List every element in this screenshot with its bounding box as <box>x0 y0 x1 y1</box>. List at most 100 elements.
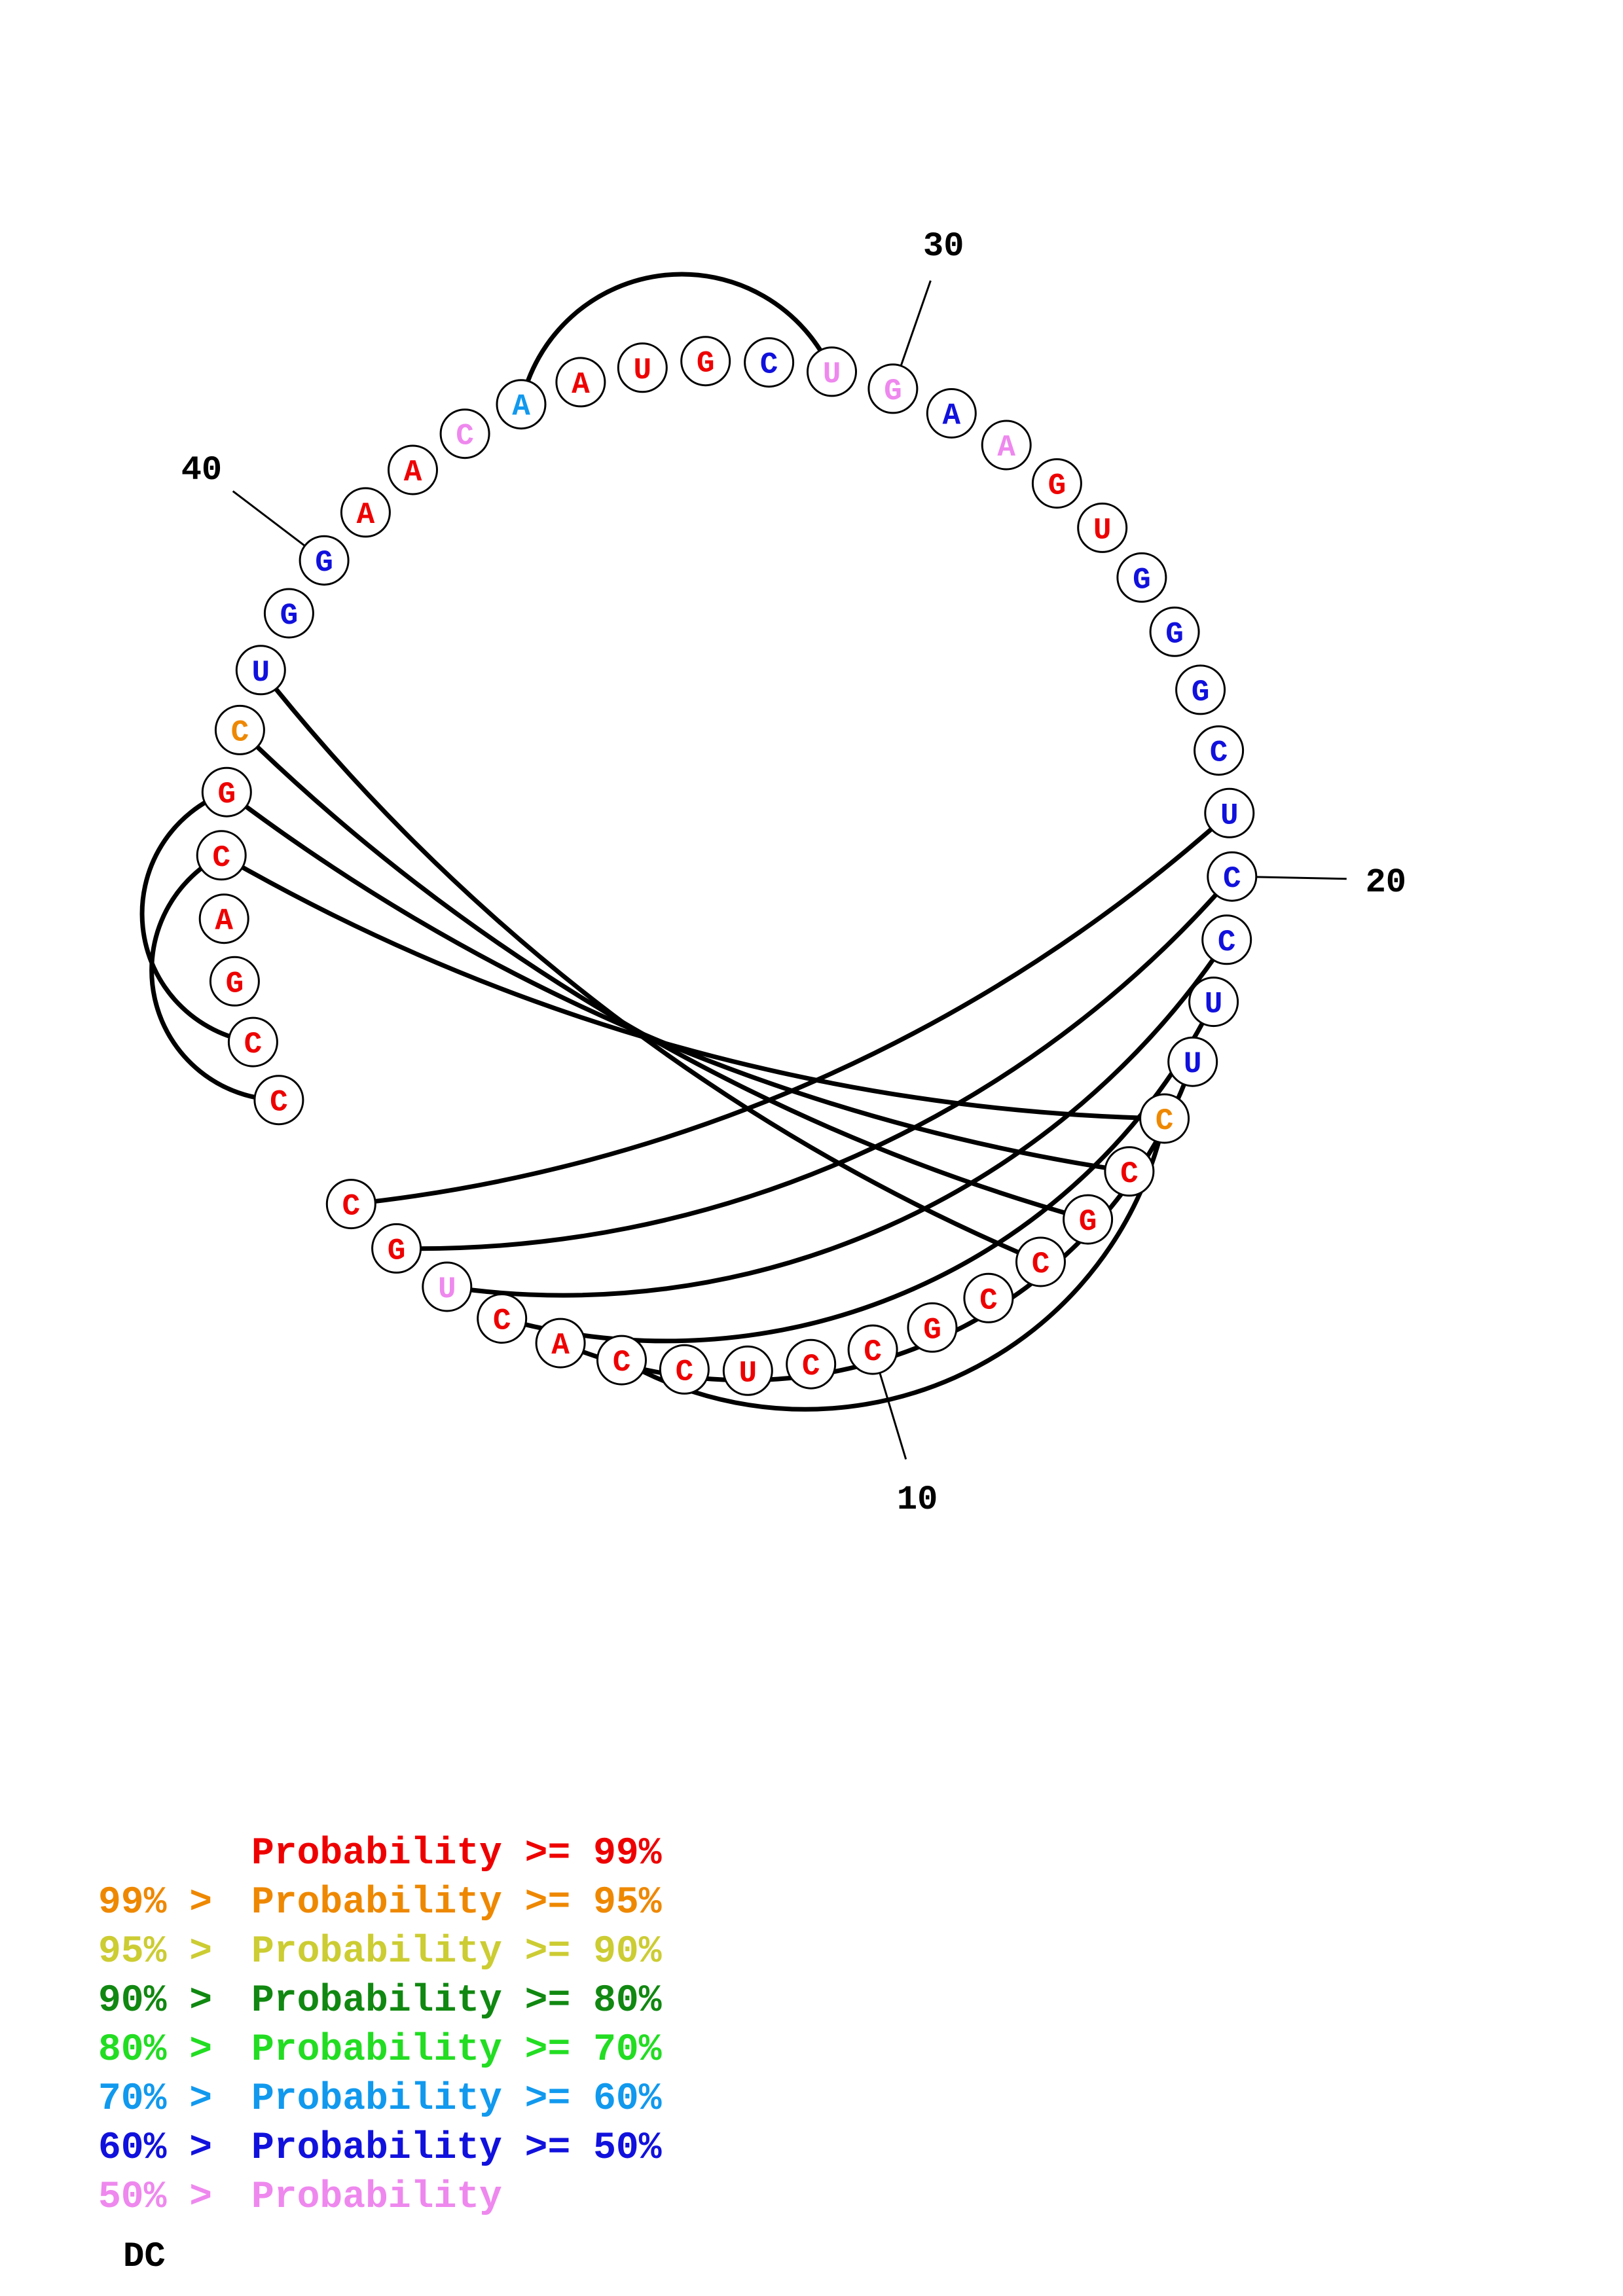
nucleotide-letter: C <box>1032 1247 1050 1282</box>
nucleotide-circle <box>963 1272 1014 1323</box>
nucleotide: G <box>907 1302 958 1353</box>
base-pair-arc <box>220 853 1165 1121</box>
position-label: 20 <box>1366 863 1406 902</box>
nucleotide-letter: G <box>226 967 244 1001</box>
nucleotide: C <box>227 1016 278 1067</box>
nucleotide-letter: G <box>388 1234 406 1268</box>
nucleotide: U <box>235 645 286 696</box>
position-tick <box>1256 876 1347 880</box>
legend-prefix: 90% > <box>98 1980 235 2022</box>
nucleotide-letter: A <box>942 399 960 433</box>
nucleotide: G <box>201 766 252 817</box>
nucleotide-circle <box>807 346 857 397</box>
base-pair-arc <box>225 790 1130 1174</box>
nucleotide-circle <box>847 1324 898 1375</box>
legend-entry: 60% > Probability >= 50% <box>98 2130 662 2168</box>
nucleotide-letter: G <box>280 599 299 633</box>
nucleotide: C <box>1104 1146 1155 1197</box>
legend-prefix: 50% > <box>98 2176 235 2219</box>
legend-text: Probability <box>251 2176 502 2219</box>
nucleotide-circle <box>422 1261 473 1312</box>
nucleotide-circle <box>214 704 265 755</box>
nucleotide-letter: U <box>1220 798 1239 833</box>
nucleotide-circle <box>1077 502 1128 553</box>
nucleotide-letter: G <box>697 347 715 381</box>
base-pair-arc <box>259 668 1042 1265</box>
legend-entry: 50% > Probability <box>98 2179 502 2217</box>
nucleotide-circle <box>1201 914 1252 965</box>
nucleotide-circle <box>926 388 977 439</box>
nucleotide-circle <box>659 1344 710 1395</box>
nucleotide-letter: G <box>1079 1205 1097 1239</box>
nucleotide-circle <box>201 766 252 817</box>
nucleotide: C <box>1139 1093 1190 1144</box>
nucleotide: A <box>388 444 438 495</box>
position-label: 40 <box>181 451 222 490</box>
nucleotide-circle <box>371 1223 422 1274</box>
position-tick <box>232 490 306 547</box>
nucleotide-letter: C <box>1120 1157 1139 1191</box>
nucleotide-circle <box>1015 1236 1066 1287</box>
nucleotide: A <box>340 487 391 538</box>
legend-entry: 70% > Probability >= 60% <box>98 2081 662 2119</box>
base-pair-arc <box>519 272 834 405</box>
nucleotide: G <box>209 956 260 1007</box>
nucleotide-circle <box>1175 664 1226 715</box>
nucleotide-letter: A <box>551 1329 570 1363</box>
legend-text: Probability >= 50% <box>251 2127 662 2170</box>
nucleotide-letter: G <box>217 778 236 812</box>
nucleotide-letter: G <box>923 1313 941 1347</box>
nucleotide: A <box>198 893 249 944</box>
nucleotide: G <box>1116 552 1167 603</box>
nucleotide-letter: C <box>1156 1104 1174 1138</box>
nucleotide-circle <box>198 893 249 944</box>
base-pair-arc <box>350 811 1231 1207</box>
nucleotide-circle <box>1194 725 1245 776</box>
nucleotide-letter: A <box>572 368 590 402</box>
nucleotide-letter: C <box>493 1304 511 1338</box>
nucleotide: C <box>477 1293 528 1344</box>
legend-text: Probability >= 95% <box>251 1882 662 1924</box>
legend-prefix: 95% > <box>98 1931 235 1973</box>
nucleotide: C <box>196 830 247 881</box>
nucleotide-letter: C <box>1218 925 1236 960</box>
base-pair-arc <box>396 874 1234 1251</box>
nucleotide-letter: C <box>613 1346 631 1380</box>
nucleotide: U <box>1077 502 1128 553</box>
nucleotide-circle <box>196 830 247 881</box>
position-ticks: 10 20 30 40 <box>181 227 1406 1519</box>
nucleotide-circle <box>1116 552 1167 603</box>
nucleotide-letter: G <box>1192 675 1210 709</box>
nucleotide-letter: C <box>212 841 230 875</box>
nucleotide: U <box>1167 1036 1218 1087</box>
nucleotide: A <box>926 388 977 439</box>
base-pair-arc <box>238 728 1089 1222</box>
nucleotide-letter: U <box>1205 988 1223 1022</box>
base-pair-arc <box>139 789 253 1045</box>
nucleotide-circle <box>227 1016 278 1067</box>
nucleotide-circle <box>555 357 606 408</box>
nucleotide-circle <box>209 956 260 1007</box>
nucleotide-circle <box>388 444 438 495</box>
nucleotide-letter: A <box>215 905 233 939</box>
nucleotide-circle <box>680 336 731 387</box>
nucleotide-letter: U <box>633 353 651 387</box>
nucleotide-circle <box>744 337 795 388</box>
nucleotide: C <box>253 1075 304 1126</box>
nucleotide-letter: G <box>1048 469 1067 503</box>
nucleotide: G <box>867 363 919 414</box>
nucleotide: A <box>535 1318 586 1369</box>
nucleotide-circle <box>1139 1093 1190 1144</box>
nucleotide-letter: C <box>1223 862 1241 896</box>
position-tick <box>900 280 932 367</box>
legend-prefix: 70% > <box>98 2078 235 2121</box>
nucleotide: U <box>422 1261 473 1312</box>
nucleotide-letter: C <box>231 715 249 749</box>
nucleotide: C <box>325 1179 376 1230</box>
nucleotide-letter: G <box>884 374 902 408</box>
nucleotide-letter: C <box>802 1350 820 1384</box>
nucleotide-letter: C <box>1210 736 1228 770</box>
nucleotide: U <box>1188 977 1239 1028</box>
nucleotide: C <box>214 704 265 755</box>
nucleotide: C <box>1015 1236 1066 1287</box>
